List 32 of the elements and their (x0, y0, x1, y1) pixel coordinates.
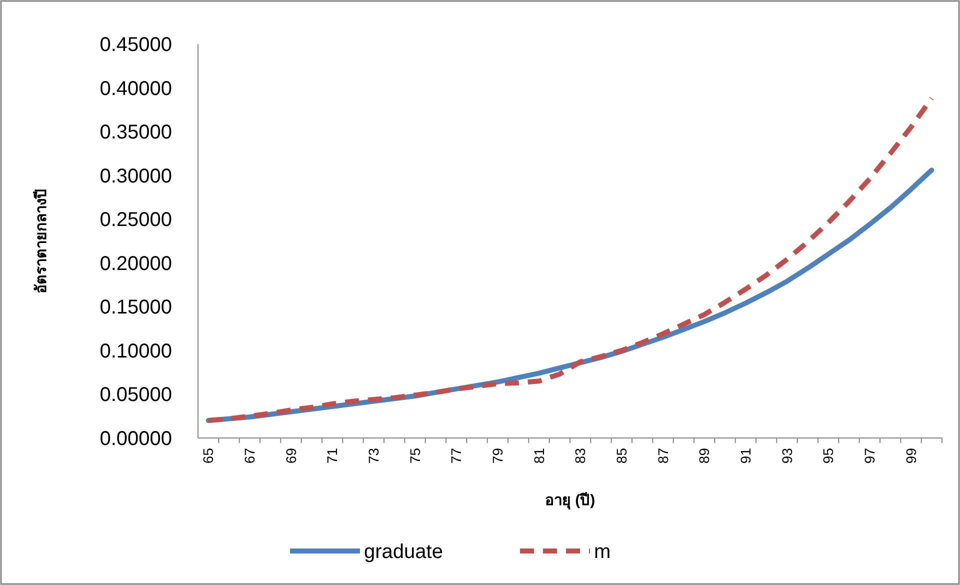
x-tick-label: 95 (820, 448, 836, 464)
x-tick-label: 75 (406, 448, 423, 464)
x-tick-label: 89 (696, 448, 712, 464)
x-tick-label: 93 (778, 448, 795, 464)
y-tick-label: 0.00000 (100, 428, 172, 450)
y-tick-label: 0.05000 (100, 384, 172, 406)
x-tick-label: 97 (862, 448, 878, 464)
x-axis-title: อายุ (ปี) (544, 492, 596, 510)
x-tick-label: 81 (530, 448, 547, 464)
legend-label: graduate (364, 541, 443, 563)
x-tick-label: 87 (654, 448, 671, 464)
x-tick-label: 69 (282, 448, 299, 464)
x-tick-label: 65 (200, 448, 216, 464)
x-tick-label: 67 (242, 448, 258, 464)
y-tick-label: 0.30000 (100, 165, 172, 188)
x-tick-label: 77 (448, 448, 464, 464)
x-tick-label: 73 (366, 448, 382, 464)
y-axis-title: อัตราตายกลางปี (33, 188, 50, 294)
y-tick-label: 0.10000 (100, 340, 172, 362)
x-tick-label: 99 (902, 448, 919, 464)
y-tick-label: 0.40000 (100, 78, 172, 100)
y-tick-label: 0.20000 (100, 252, 172, 275)
x-tick-label: 83 (572, 448, 588, 464)
y-tick-label: 0.45000 (100, 34, 172, 56)
legend-label: m (594, 541, 611, 563)
x-tick-label: 71 (324, 448, 340, 464)
y-tick-label: 0.35000 (100, 122, 172, 144)
x-tick-label: 79 (490, 448, 506, 464)
y-tick-label: 0.15000 (100, 296, 172, 319)
y-tick-label: 0.25000 (100, 209, 172, 232)
x-tick-label: 85 (614, 448, 630, 464)
x-tick-label: 91 (738, 448, 754, 464)
